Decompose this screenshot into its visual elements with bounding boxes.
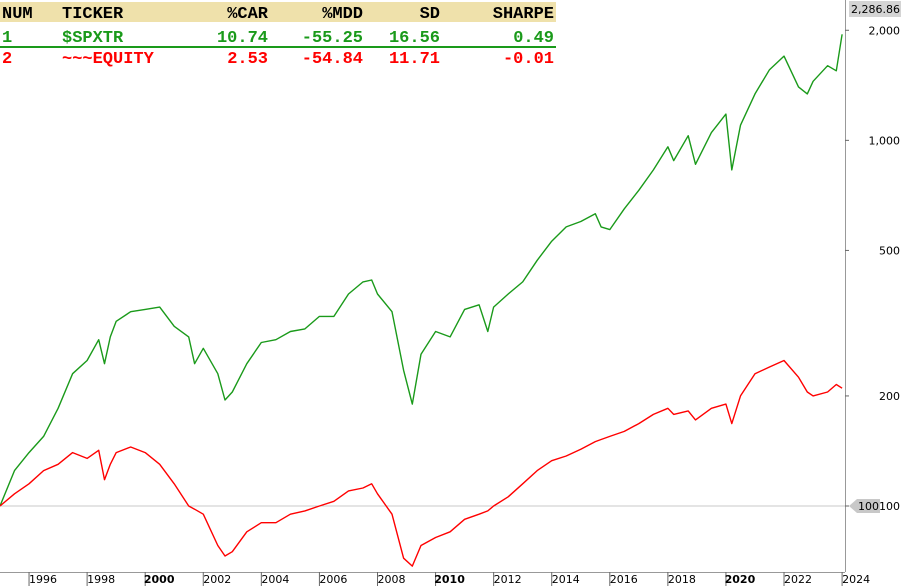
value-tag-label: 100 [858,500,879,513]
x-tick-label: 2020 [725,573,756,586]
table-header: TICKER [62,5,124,24]
x-tick-label: 2000 [144,573,175,586]
series-line [0,34,843,507]
table-cell: 11.71 [389,50,440,69]
x-tick-label: 2018 [668,573,696,586]
value-tag-box [849,0,901,17]
x-tick-label: 2004 [261,573,289,586]
y-tick-label: 500 [879,244,900,257]
x-tick-label: 1996 [29,573,57,586]
value-tag-label: 2,286.86 [851,3,900,16]
x-tick-label: 2024 [842,573,870,586]
table-cell: -55.25 [302,29,363,48]
table-header: SD [420,5,440,24]
table-cell: -54.84 [302,50,363,69]
x-tick-label: 2016 [610,573,638,586]
x-tick-label: 2022 [784,573,812,586]
x-tick-label: 2008 [377,573,405,586]
x-tick-label: 2012 [494,573,522,586]
plot-area [0,0,845,572]
table-header: NUM [2,5,33,24]
value-tag-box [849,499,880,514]
table-header: SHARPE [493,5,554,24]
series-line [0,359,843,567]
table-cell: -0.01 [503,50,554,69]
table-header: %MDD [322,5,363,24]
table-cell: 0.49 [513,29,554,48]
y-tick-label: 100 [879,500,900,513]
x-tick-label: 2010 [434,573,465,586]
table-cell: 10.74 [217,29,268,48]
table-cell: $SPXTR [62,29,124,48]
table-cell: ~~~EQUITY [62,50,155,69]
table-header: %CAR [227,5,269,24]
table-cell: 2.53 [227,50,268,69]
y-tick-label: 2,000 [869,24,901,37]
table-cell: 1 [2,29,12,48]
y-tick-label: 200 [879,390,900,403]
x-tick-label: 2002 [203,573,231,586]
table-cell: 16.56 [389,29,440,48]
y-tick-label: 1,000 [869,134,901,147]
table-header-bg [0,2,556,22]
value-tag: 100 [849,499,880,514]
value-tag: 2,286.86 [849,0,901,17]
x-tick-label: 2006 [319,573,347,586]
table-cell: 2 [2,50,12,69]
x-tick-label: 1998 [87,573,115,586]
x-tick-label: 2014 [552,573,580,586]
